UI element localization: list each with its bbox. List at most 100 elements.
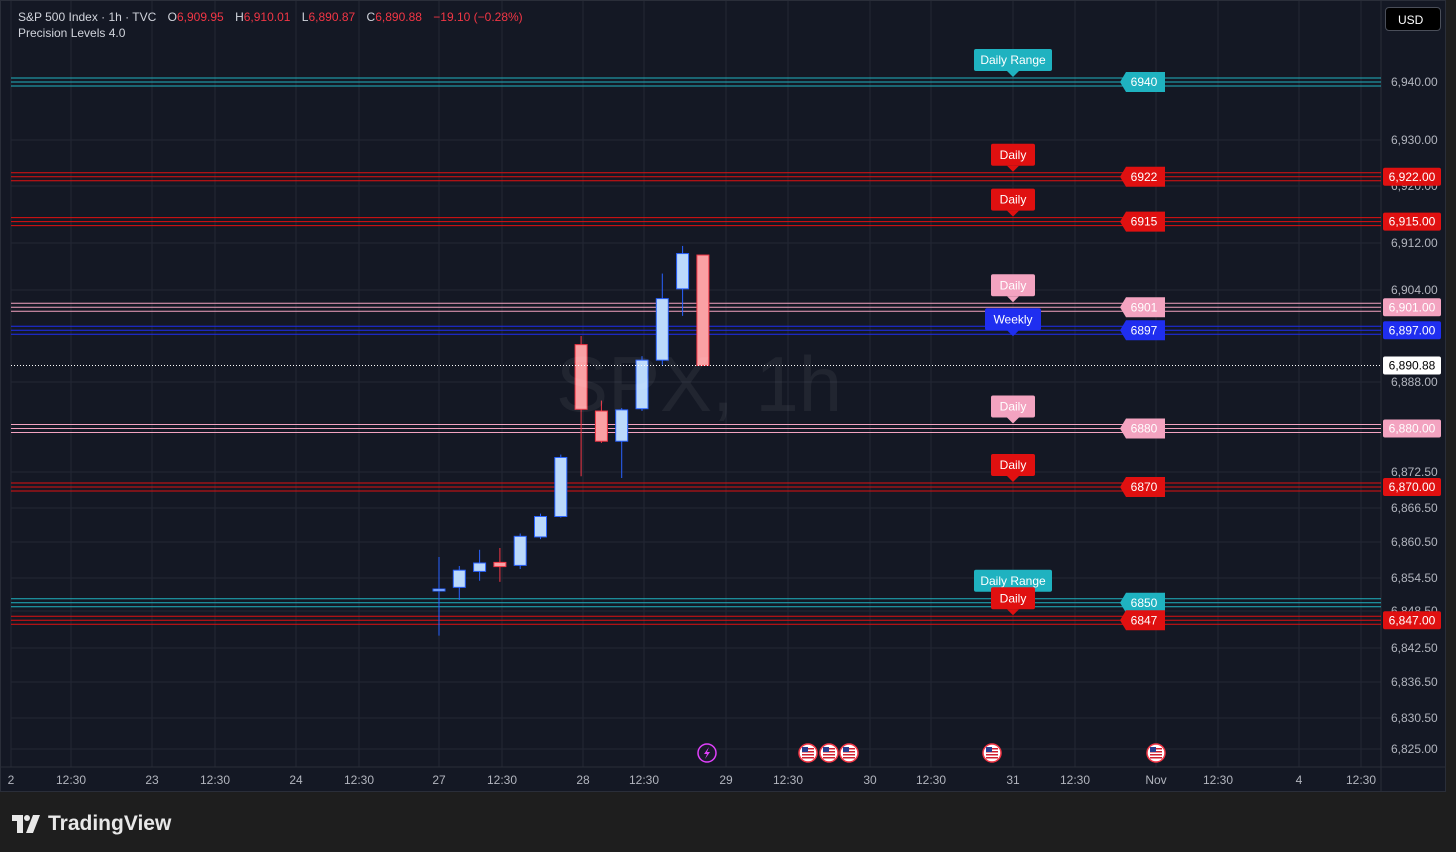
level-kind-tag-pointer [1007, 296, 1019, 303]
brand-text: TradingView [48, 812, 172, 835]
indicator-title[interactable]: Precision Levels 4.0 [18, 26, 126, 40]
x-tick-label: 12:30 [629, 773, 659, 787]
open-value: 6,909.95 [177, 10, 224, 24]
level-value-tag [1120, 297, 1165, 318]
level-value-tag [1120, 418, 1165, 439]
level-6901: Daily 6901 6,901.00 [11, 274, 1441, 318]
level-6922: Daily 6922 6,922.00 [11, 143, 1441, 187]
level-kind-tag [974, 569, 1052, 592]
x-tick-label: 4 [1296, 773, 1303, 787]
level-kind-tag [991, 395, 1035, 418]
candle-body [493, 561, 507, 568]
candle [676, 245, 690, 316]
level-kind-tag-pointer [1007, 165, 1019, 172]
tradingview-logo[interactable]: TradingView [12, 812, 171, 836]
level-kind-tag [991, 454, 1035, 476]
level-6870: Daily 6870 6,870.00 [11, 454, 1441, 497]
level-axis-tag [1383, 611, 1441, 630]
currency-button[interactable]: USD [1385, 7, 1441, 31]
level-kind-label: Daily [1000, 193, 1027, 207]
change-value: −19.10 (−0.28%) [433, 10, 523, 24]
level-kind-label: Daily [1000, 278, 1027, 292]
y-tick-label: 6,830.50 [1391, 711, 1438, 725]
y-tick-label: 6,866.50 [1391, 501, 1438, 515]
close-label: C [366, 10, 376, 24]
x-tick-label: 28 [576, 773, 590, 787]
level-kind-label: Daily Range [980, 53, 1046, 67]
level-kind-tag-pointer [1007, 210, 1019, 217]
level-axis-tag [1383, 419, 1441, 438]
level-kind-tag-pointer [1007, 330, 1019, 337]
y-tick-label: 6,860.50 [1391, 535, 1438, 549]
tradingview-logo-icon [12, 815, 40, 833]
x-tick-label: 12:30 [344, 773, 374, 787]
footer [0, 792, 1456, 852]
y-tick-label: 6,904.00 [1391, 283, 1438, 297]
level-axis-label: 6,901.00 [1389, 300, 1436, 314]
low-value: 6,890.87 [308, 10, 356, 24]
legend: S&P 500 Index · 1h · TVC O6,909.95 H6,91… [18, 9, 523, 41]
level-value-label: 6901 [1131, 300, 1158, 314]
level-axis-label: 6,870.00 [1389, 480, 1436, 494]
us-flag-icon-ring [819, 743, 839, 763]
level-value-tag [1120, 320, 1165, 341]
x-tick-label: 23 [145, 773, 159, 787]
lightning-icon [697, 743, 717, 763]
level-kind-tag [991, 143, 1035, 166]
candle [493, 548, 507, 582]
candle [513, 533, 527, 569]
level-kind-label: Daily [1000, 148, 1027, 162]
candle-body [554, 456, 568, 517]
candle-body [473, 562, 487, 572]
candle-body [655, 298, 669, 361]
symbol-title[interactable]: S&P 500 Index · 1h · TVC [18, 10, 157, 24]
level-axis-label: 6,847.00 [1389, 613, 1436, 627]
candle [574, 336, 588, 477]
level-kind-tag-pointer [1007, 609, 1019, 616]
us-flag-icon-canton [843, 747, 849, 752]
candle [655, 273, 669, 365]
y-tick-label: 6,930.00 [1391, 133, 1438, 147]
x-tick-label: 12:30 [1060, 773, 1090, 787]
us-flag-icon [982, 743, 1002, 763]
us-flag-icon-canton [1150, 747, 1156, 752]
x-tick-label: 12:30 [56, 773, 86, 787]
us-flag-icon [839, 743, 859, 763]
candle-body [574, 344, 588, 410]
x-tick-label: 12:30 [1203, 773, 1233, 787]
y-tick-label: 6,872.50 [1391, 465, 1438, 479]
candles [432, 245, 710, 636]
candle-body [513, 535, 527, 566]
y-tick-label: 6,842.50 [1391, 641, 1438, 655]
us-flag-icon-ring [798, 743, 818, 763]
chart-panel[interactable]: 6,940.00 6,930.00 6,920.00 6,912.00 6,904.00… [0, 0, 1446, 792]
us-flag-icon [1146, 743, 1166, 763]
level-axis-tag [1383, 478, 1441, 496]
level-value-label: 6922 [1131, 170, 1158, 184]
level-kind-label: Daily [1000, 399, 1027, 413]
us-flag-icon-ring [839, 743, 859, 763]
us-flag-icon-canton [802, 747, 808, 752]
x-tick-label: Nov [1145, 773, 1166, 787]
level-kind-label: Weekly [993, 312, 1032, 326]
level-axis-tag [1383, 321, 1441, 340]
candle-body [452, 569, 466, 588]
level-6897: Weekly 6897 6,897.00 [11, 308, 1441, 341]
price-chart[interactable]: 6,940.006,930.006,920.006,912.006,904.00… [1, 1, 1446, 792]
level-value-tag [1120, 610, 1165, 631]
level-axis-label: 6,897.00 [1389, 323, 1436, 337]
level-value-tag [1120, 477, 1165, 497]
us-flag-icon-ring [982, 743, 1002, 763]
level-value-tag [1120, 72, 1165, 92]
level-6940: Daily Range 6940 [11, 49, 1381, 92]
level-axis-label: 6,922.00 [1389, 170, 1436, 184]
us-flag-icon-stripe [802, 757, 814, 759]
level-6850: Daily Range 6850 [11, 569, 1381, 613]
y-tick-label: 6,888.00 [1391, 375, 1438, 389]
x-tick-label: 24 [289, 773, 303, 787]
open-label: O [167, 10, 177, 24]
candle [594, 400, 608, 443]
us-flag-icon-stripe [823, 757, 835, 759]
us-flag-icon-canton [986, 747, 992, 752]
us-flag-icon-stripe [823, 754, 835, 756]
